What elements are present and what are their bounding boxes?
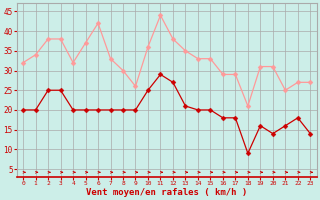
X-axis label: Vent moyen/en rafales ( km/h ): Vent moyen/en rafales ( km/h ) bbox=[86, 188, 247, 197]
